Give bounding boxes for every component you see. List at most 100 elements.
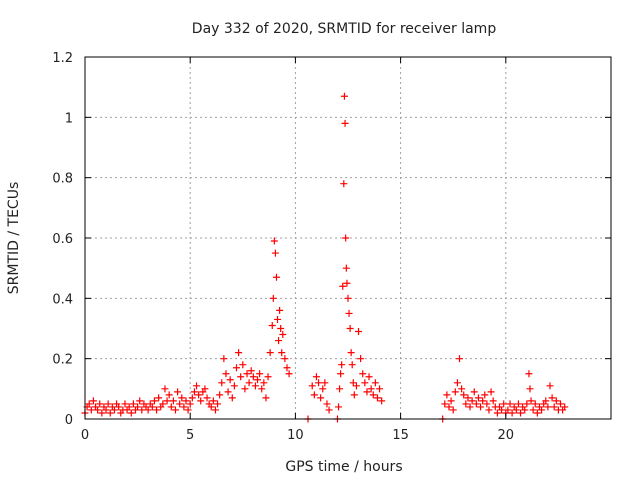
data-point	[533, 409, 541, 417]
data-point	[247, 367, 255, 375]
data-point	[544, 403, 552, 411]
data-point	[115, 403, 123, 411]
data-point	[337, 370, 345, 378]
data-point	[190, 388, 198, 396]
data-point	[278, 349, 286, 357]
data-point	[498, 406, 506, 414]
data-point	[531, 400, 539, 408]
data-point	[339, 282, 347, 290]
data-point	[342, 234, 350, 242]
data-point	[506, 400, 514, 408]
data-point	[371, 379, 379, 387]
data-point	[338, 361, 346, 369]
data-point	[481, 391, 489, 399]
data-point	[211, 406, 219, 414]
data-point	[508, 409, 516, 417]
data-point	[485, 406, 493, 414]
chart-title: Day 332 of 2020, SRMTID for receiver lam…	[192, 21, 497, 37]
y-tick-label: 0.4	[52, 292, 73, 307]
data-point	[357, 355, 365, 363]
data-point	[94, 406, 102, 414]
data-point	[340, 92, 348, 100]
data-point	[249, 373, 257, 381]
data-point	[239, 361, 247, 369]
data-point	[283, 364, 291, 372]
data-point	[237, 373, 245, 381]
x-tick-label: 20	[498, 428, 515, 443]
data-point	[470, 388, 478, 396]
data-point	[201, 385, 209, 393]
data-point	[98, 409, 106, 417]
data-point	[281, 355, 289, 363]
data-point	[474, 394, 482, 402]
x-axis-label: GPS time / hours	[285, 459, 402, 475]
data-point	[148, 403, 156, 411]
data-point	[186, 400, 194, 408]
data-point	[184, 406, 192, 414]
data-point	[477, 403, 485, 411]
data-point	[529, 406, 537, 414]
data-point	[266, 349, 274, 357]
data-point	[335, 403, 343, 411]
data-point	[268, 321, 276, 329]
data-point	[203, 394, 211, 402]
data-point	[542, 397, 550, 405]
data-point	[315, 379, 323, 387]
data-point	[134, 403, 142, 411]
data-point	[561, 403, 569, 411]
data-point	[458, 385, 466, 393]
data-point	[479, 397, 487, 405]
data-point	[262, 394, 270, 402]
data-point	[243, 370, 251, 378]
data-point	[346, 325, 354, 332]
data-point	[169, 397, 177, 405]
data-point	[344, 294, 352, 302]
data-point	[222, 370, 230, 378]
x-tick-label: 10	[287, 428, 304, 443]
data-point	[87, 406, 95, 414]
data-point	[197, 397, 205, 405]
data-point	[104, 400, 112, 408]
data-point	[550, 403, 558, 411]
data-point	[342, 264, 350, 272]
y-tick-label: 0	[65, 413, 73, 428]
data-point	[216, 391, 224, 399]
data-point	[235, 349, 243, 357]
data-point	[182, 397, 190, 405]
data-point	[167, 403, 175, 411]
data-point	[538, 406, 546, 414]
data-point	[277, 325, 285, 332]
data-point	[209, 397, 217, 405]
data-point	[176, 400, 184, 408]
data-point	[365, 373, 373, 381]
data-point	[195, 391, 203, 399]
data-point	[472, 400, 480, 408]
x-tick-label: 0	[81, 428, 89, 443]
data-point	[345, 309, 353, 317]
data-point	[487, 388, 495, 396]
data-point	[102, 406, 110, 414]
data-point	[121, 400, 129, 408]
data-point	[525, 370, 533, 378]
data-point	[526, 385, 534, 393]
data-point	[546, 382, 554, 390]
data-point	[449, 406, 457, 414]
data-point	[548, 394, 556, 402]
data-point	[460, 391, 468, 399]
data-point	[348, 361, 356, 369]
data-point	[340, 180, 348, 188]
data-point	[367, 385, 375, 393]
data-point	[138, 406, 146, 414]
x-tick-label: 5	[186, 428, 194, 443]
data-point	[174, 388, 182, 396]
data-point	[165, 391, 173, 399]
data-point	[125, 403, 133, 411]
data-point	[272, 273, 280, 281]
data-point	[504, 406, 512, 414]
data-point	[323, 400, 331, 408]
data-point	[468, 397, 476, 405]
data-point	[453, 379, 461, 387]
data-point	[319, 385, 327, 393]
data-point	[308, 382, 316, 390]
